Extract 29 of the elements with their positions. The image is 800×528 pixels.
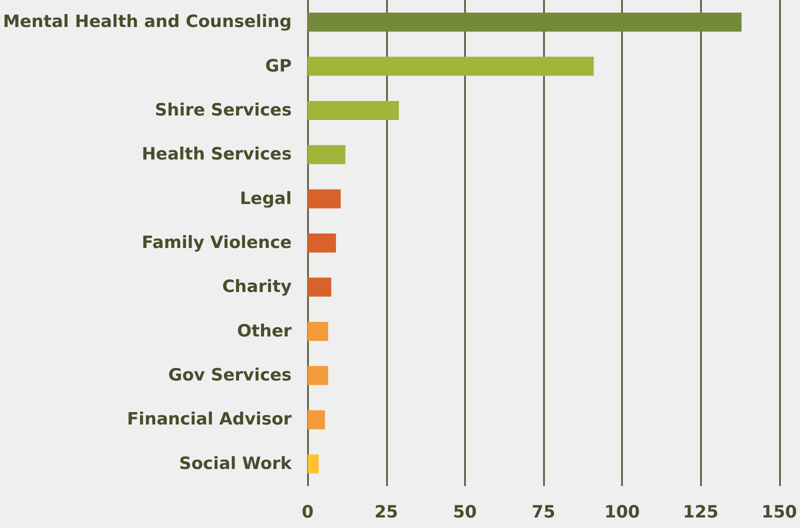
y-tick-label: Mental Health and Counseling [2, 12, 292, 32]
y-tick-label: GP [265, 56, 292, 76]
y-tick-label: Family Violence [142, 233, 292, 253]
y-tick-label: Social Work [179, 454, 292, 474]
bar [308, 278, 332, 297]
x-tick-label: 100 [604, 502, 640, 522]
y-tick-label: Financial Advisor [127, 410, 292, 430]
y-tick-label: Health Services [142, 144, 292, 165]
x-tick-label: 50 [453, 502, 477, 522]
y-tick-label: Shire Services [154, 100, 292, 120]
x-tick-label: 125 [682, 502, 718, 522]
x-tick-label: 0 [302, 502, 314, 522]
y-tick-label: Charity [222, 277, 292, 298]
y-tick-label: Other [237, 321, 292, 342]
bar [308, 189, 341, 208]
bar [308, 366, 328, 386]
y-tick-label: Gov Services [168, 366, 292, 386]
y-tick-label: Legal [240, 188, 292, 209]
x-tick-label: 150 [762, 502, 798, 522]
bar [308, 12, 742, 32]
x-tick-label: 25 [374, 502, 398, 522]
bar [308, 234, 336, 252]
bar [308, 322, 328, 341]
x-tick-label: 75 [532, 502, 556, 522]
bar [308, 410, 325, 430]
bar [308, 454, 319, 474]
bar [308, 56, 594, 76]
bar [308, 145, 346, 164]
bar [308, 100, 399, 120]
